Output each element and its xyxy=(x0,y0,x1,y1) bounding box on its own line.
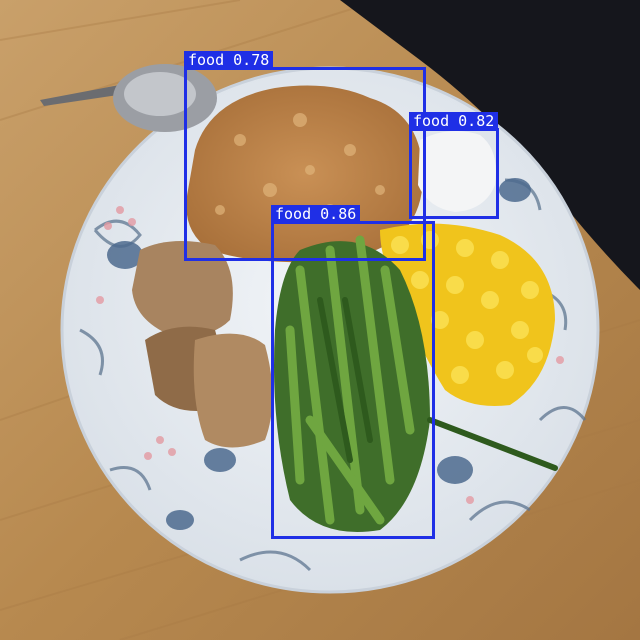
corn-kernels xyxy=(380,223,555,406)
detection-class: food xyxy=(275,205,312,223)
detection-box: food 0.86 xyxy=(271,205,435,539)
dark-cloth xyxy=(340,0,640,290)
fried-cutlet xyxy=(186,85,423,263)
detection-score: 0.82 xyxy=(458,112,495,130)
plate-blue-flowers xyxy=(107,178,531,530)
plate-dots xyxy=(96,206,564,504)
spoon xyxy=(40,64,217,132)
detection-score: 0.86 xyxy=(320,205,357,223)
detection-box: food 0.82 xyxy=(409,112,499,219)
detection-label: food 0.86 xyxy=(271,205,361,223)
detection-score: 0.78 xyxy=(233,51,270,69)
water-spinach xyxy=(274,235,558,533)
white-rice xyxy=(418,131,496,212)
detection-box: food 0.78 xyxy=(184,51,426,261)
detection-class: food xyxy=(188,51,225,69)
detection-label: food 0.78 xyxy=(184,51,274,69)
detection-class: food xyxy=(413,112,450,130)
detection-label: food 0.82 xyxy=(409,112,499,130)
braised-tofu xyxy=(132,241,273,448)
